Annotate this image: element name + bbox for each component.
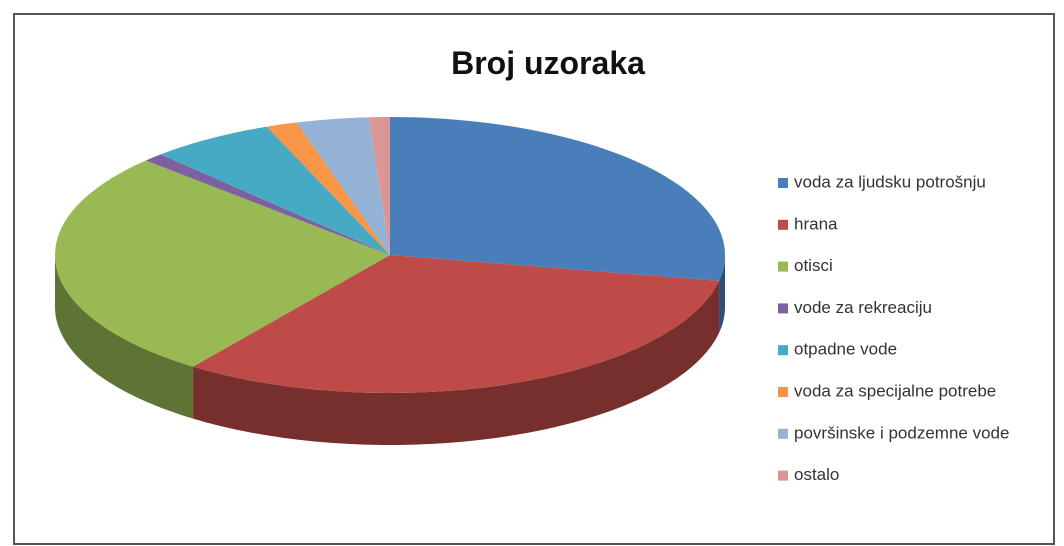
legend-label: otpadne vode [794,340,897,359]
slice [145,154,390,255]
legend-swatch [778,345,788,356]
legend-swatch [778,303,788,314]
legend-swatch [778,261,788,272]
legend-label: hrana [794,214,838,233]
legend-swatch [778,178,788,188]
slice [55,160,390,367]
legend-label: vode za rekreaciju [794,298,932,317]
legend-swatch [778,428,788,439]
slice [193,255,720,393]
chart-title: Broj uzoraka [451,45,645,81]
slice [390,117,725,281]
legend-label: voda za specijalne potrebe [794,381,996,400]
slice-side [719,255,725,333]
slice [160,126,390,255]
legend-swatch [778,219,788,230]
slice-side [55,255,194,419]
legend-swatch [778,387,788,397]
legend-label: ostalo [794,465,839,484]
slice-side [193,280,720,445]
slice [368,117,390,255]
legend-swatch [778,470,788,481]
legend-label: voda za ljudsku potrošnju [794,172,986,191]
slice [266,122,390,256]
slice [296,117,390,255]
legend-label: površinske i podzemne vode [794,423,1009,442]
legend-label: otisci [794,256,833,275]
